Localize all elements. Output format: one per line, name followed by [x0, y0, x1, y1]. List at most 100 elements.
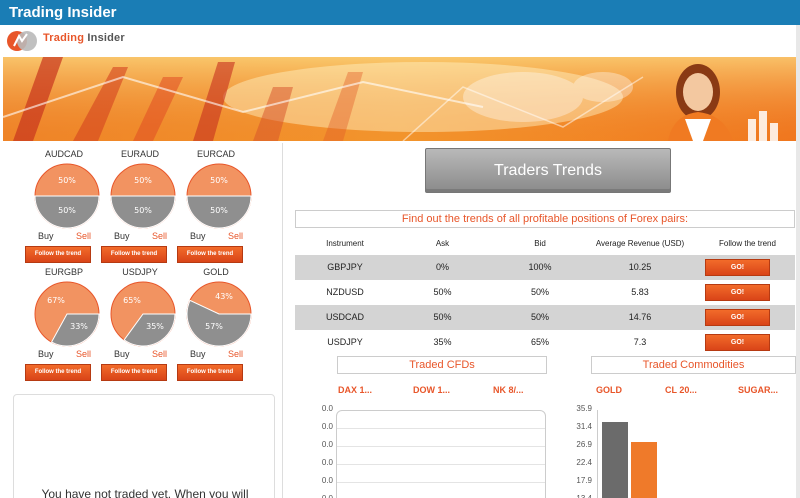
grid-line [337, 464, 545, 465]
pie-buy-label: 43% [215, 292, 233, 301]
instrument-cell: USDCAD [325, 312, 364, 322]
follow-trend-button-usdjpy[interactable]: Follow the trend [101, 364, 167, 381]
table-row: USDCAD 50% 50% 14.76 GO! [295, 305, 795, 330]
follow-trend-button-euraud[interactable]: Follow the trend [101, 246, 167, 263]
bar-value-label: 28 [631, 497, 657, 498]
pie-instrument-name: EURCAD [196, 149, 235, 159]
follow-trend-button-eurgbp[interactable]: Follow the trend [25, 364, 91, 381]
pie-instrument-name: GOLD [203, 267, 229, 277]
grid-line [337, 428, 545, 429]
follow-trend-button-audcad[interactable]: Follow the trend [25, 246, 91, 263]
bid-cell: 50% [530, 312, 549, 322]
pie-sell-label: 57% [205, 322, 223, 331]
follow-trend-button-gold[interactable]: Follow the trend [177, 364, 243, 381]
pie-chart: 50% 50% [186, 163, 252, 229]
instrument-cell: NZDUSD [326, 287, 364, 297]
commodity-category-label: SUGAR... [738, 385, 779, 395]
y-tick-label: 35.9 [576, 404, 592, 413]
revenue-cell: 14.76 [628, 312, 652, 322]
commodity-category-label: GOLD [596, 385, 622, 395]
my-trades-box: You have not traded yet. When you will [13, 394, 275, 498]
y-tick-label: 0.0 [321, 458, 333, 467]
sentiment-pie-euraud: EURAUD 50% 50% Buy Sell Follow the trend [100, 143, 180, 263]
sentiment-panel: AUDCAD 50% 50% Buy Sell Follow the trend EURAU… [3, 143, 283, 498]
go-button-usdjpy[interactable]: GO! [705, 334, 770, 351]
logo-text: Trading Insider [43, 32, 125, 44]
trading-insider-logo-icon [7, 31, 37, 51]
y-tick-label: 17.9 [576, 476, 592, 485]
ask-cell: 50% [433, 312, 452, 322]
y-tick-label: 0.0 [321, 476, 333, 485]
y-tick-label: 22.4 [576, 458, 592, 467]
y-tick-label: 13.4 [570, 494, 592, 498]
pie-sell-label: 50% [210, 206, 228, 215]
cfd-category-label: NK 8/... [493, 385, 524, 395]
banner-graphic-icon [3, 57, 796, 141]
no-trade-message: You have not traded yet. When you will [41, 487, 249, 498]
grid-line [337, 446, 545, 447]
pie-buy-label: 65% [123, 296, 141, 305]
column-header-follow: Follow the trend [719, 239, 776, 248]
banner-woman-icon [668, 64, 733, 141]
sell-label: Sell [152, 231, 168, 241]
pie-instrument-name: USDJPY [122, 267, 158, 277]
pie-buy-label: 50% [58, 176, 76, 185]
pie-buy-label: 67% [47, 296, 65, 305]
pie-chart: 43% 57% [186, 281, 252, 347]
bar-value-label: 33 [602, 497, 628, 498]
buy-label: Buy [38, 349, 54, 359]
buy-label: Buy [190, 231, 206, 241]
go-button-gbpjpy[interactable]: GO! [705, 259, 770, 276]
traders-trends-header: Traders Trends [425, 148, 671, 193]
commodity-chart-area: 3328 [597, 410, 796, 498]
bid-cell: 65% [530, 337, 549, 347]
pie-sell-slice [34, 195, 100, 229]
y-tick-label: 0.0 [321, 404, 333, 413]
sentiment-pie-eurcad: EURCAD 50% 50% Buy Sell Follow the trend [176, 143, 256, 263]
y-tick-label: 0.0 [311, 494, 333, 498]
buy-label: Buy [114, 349, 130, 359]
bid-cell: 50% [530, 287, 549, 297]
ask-cell: 50% [433, 287, 452, 297]
sentiment-pie-audcad: AUDCAD 50% 50% Buy Sell Follow the trend [24, 143, 104, 263]
pie-instrument-name: AUDCAD [44, 149, 83, 159]
cfd-category-label: DAX 1... [338, 385, 373, 395]
buy-label: Buy [190, 349, 206, 359]
pie-sell-label: 50% [134, 206, 152, 215]
ask-cell: 35% [433, 337, 452, 347]
commodity-bar: 33 [602, 421, 628, 498]
trends-subtitle: Find out the trends of all profitable po… [295, 210, 795, 228]
pie-chart: 67% 33% [34, 281, 100, 347]
revenue-cell: 7.3 [633, 337, 647, 347]
pie-chart: 65% 35% [110, 281, 176, 347]
pie-sell-slice [50, 313, 100, 347]
pie-buy-label: 50% [210, 176, 228, 185]
y-tick-label: 31.4 [576, 422, 592, 431]
cfd-category-label: DOW 1... [413, 385, 451, 395]
traded-cfds-title: Traded CFDs [337, 356, 547, 374]
column-header-revenue: Average Revenue (USD) [595, 239, 685, 248]
buy-label: Buy [38, 231, 54, 241]
column-header-ask: Ask [435, 239, 450, 248]
go-button-nzdusd[interactable]: GO! [705, 284, 770, 301]
pie-chart: 50% 50% [110, 163, 176, 229]
column-header-instrument: Instrument [326, 239, 364, 248]
instrument-cell: GBPJPY [327, 262, 363, 272]
follow-trend-button-eurcad[interactable]: Follow the trend [177, 246, 243, 263]
logo-bar: Trading Insider [0, 25, 800, 57]
commodity-bar: 28 [631, 441, 657, 498]
pie-sell-slice [186, 195, 252, 229]
pie-sell-label: 33% [70, 322, 88, 331]
commodity-category-label: CL 20... [665, 385, 697, 395]
sell-label: Sell [152, 349, 168, 359]
sentiment-pie-eurgbp: EURGBP 67% 33% Buy Sell Follow the trend [24, 261, 104, 381]
pie-sell-label: 50% [58, 206, 76, 215]
revenue-cell: 10.25 [628, 262, 652, 272]
pie-sell-slice [123, 313, 176, 347]
go-button-usdcad[interactable]: GO! [705, 309, 770, 326]
logo-word-insider: Insider [87, 32, 125, 44]
vertical-scrollbar[interactable] [796, 25, 800, 498]
table-row: USDJPY 35% 65% 7.3 GO! [295, 330, 795, 355]
pie-instrument-name: EURGBP [44, 267, 83, 277]
